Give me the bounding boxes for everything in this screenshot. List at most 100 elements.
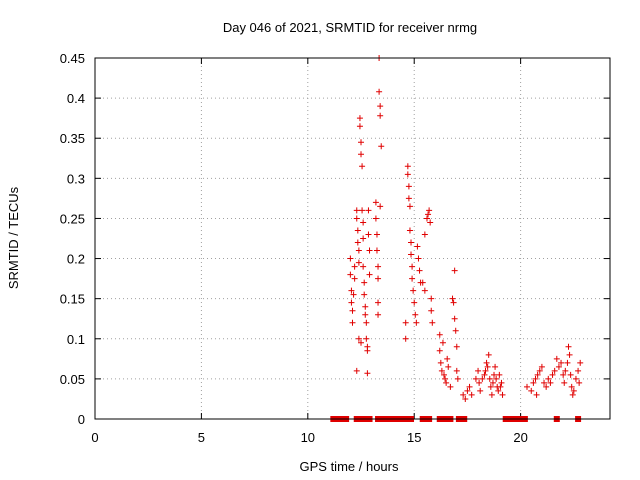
data-point-marker bbox=[437, 359, 444, 366]
data-point-marker bbox=[377, 203, 384, 210]
data-point-marker bbox=[375, 311, 382, 318]
y-axis-label: SRMTID / TECUs bbox=[6, 186, 21, 289]
data-point-marker bbox=[375, 275, 382, 282]
data-point-marker bbox=[452, 327, 459, 334]
data-point-marker bbox=[356, 123, 363, 130]
data-point-marker bbox=[530, 379, 537, 386]
data-point-marker bbox=[350, 291, 357, 298]
data-point-marker bbox=[484, 363, 491, 370]
data-point-marker bbox=[351, 263, 358, 270]
data-point-marker bbox=[362, 303, 369, 310]
data-point-marker bbox=[359, 207, 366, 214]
plot-frame bbox=[94, 57, 611, 420]
data-point-marker bbox=[555, 363, 562, 370]
data-point-marker bbox=[428, 307, 435, 314]
data-point-marker bbox=[365, 207, 372, 214]
data-point-marker bbox=[353, 207, 360, 214]
data-point-marker bbox=[427, 219, 434, 226]
data-point-marker bbox=[409, 275, 416, 282]
data-point-marker bbox=[453, 343, 460, 350]
y-tick-label: 0 bbox=[78, 412, 85, 427]
data-point-marker bbox=[359, 163, 366, 170]
data-point-marker bbox=[376, 88, 383, 95]
x-tick-label: 10 bbox=[301, 430, 315, 445]
data-point-marker bbox=[492, 363, 499, 370]
data-point-marker bbox=[567, 371, 574, 378]
data-point-marker bbox=[439, 339, 446, 346]
data-point-marker bbox=[358, 339, 365, 346]
data-point-marker bbox=[425, 211, 432, 218]
data-point-marker bbox=[358, 139, 365, 146]
data-point-marker bbox=[577, 359, 584, 366]
data-point-marker bbox=[414, 243, 421, 250]
data-point-marker bbox=[485, 351, 492, 358]
data-point-marker bbox=[491, 371, 498, 378]
data-point-marker bbox=[429, 319, 436, 326]
data-point-marker bbox=[377, 112, 384, 119]
y-tick-label: 0.15 bbox=[60, 292, 85, 307]
data-point-marker bbox=[366, 247, 373, 254]
data-point-marker bbox=[454, 375, 461, 382]
data-point-marker bbox=[356, 115, 363, 122]
data-point-marker bbox=[410, 287, 417, 294]
data-point-marker bbox=[477, 387, 484, 394]
data-point-marker bbox=[449, 295, 456, 302]
x-tick-label: 15 bbox=[407, 430, 421, 445]
data-point-marker bbox=[361, 279, 368, 286]
data-point-marker bbox=[566, 351, 573, 358]
data-point-marker bbox=[363, 335, 370, 342]
data-point-marker bbox=[441, 371, 448, 378]
data-point-marker bbox=[561, 379, 568, 386]
data-point-marker bbox=[421, 231, 428, 238]
data-point-marker bbox=[489, 379, 496, 386]
data-point-marker bbox=[364, 370, 371, 377]
data-point-marker bbox=[468, 391, 475, 398]
data-point-marker bbox=[569, 391, 576, 398]
data-point-marker bbox=[423, 215, 430, 222]
data-point-marker bbox=[551, 367, 558, 374]
x-axis-label: GPS time / hours bbox=[300, 459, 399, 474]
data-point-marker bbox=[443, 379, 450, 386]
data-point-marker bbox=[576, 379, 583, 386]
data-point-marker bbox=[533, 391, 540, 398]
data-point-marker bbox=[411, 299, 418, 306]
data-point-marker bbox=[375, 299, 382, 306]
data-point-marker bbox=[421, 287, 428, 294]
data-point-marker bbox=[438, 367, 445, 374]
data-point-marker bbox=[483, 359, 490, 366]
data-point-marker bbox=[408, 239, 415, 246]
data-point-marker bbox=[575, 367, 582, 374]
y-tick-label: 0.35 bbox=[60, 131, 85, 146]
data-point-marker bbox=[358, 151, 365, 158]
data-point-marker bbox=[493, 375, 500, 382]
data-point-marker bbox=[378, 143, 385, 150]
data-point-marker bbox=[444, 355, 451, 362]
data-point-marker bbox=[558, 359, 565, 366]
data-point-marker bbox=[363, 319, 370, 326]
data-points bbox=[330, 55, 584, 422]
data-point-marker bbox=[487, 383, 494, 390]
data-point-marker bbox=[409, 263, 416, 270]
data-point-marker bbox=[353, 215, 360, 222]
data-point-marker bbox=[553, 355, 560, 362]
data-point-marker bbox=[426, 207, 433, 214]
data-point-marker bbox=[464, 387, 471, 394]
data-point-marker bbox=[450, 299, 457, 306]
data-point-marker bbox=[476, 379, 483, 386]
data-point-marker bbox=[354, 239, 361, 246]
data-point-marker bbox=[404, 163, 411, 170]
data-point-marker bbox=[360, 263, 367, 270]
data-point-marker bbox=[428, 295, 435, 302]
data-point-marker bbox=[562, 367, 569, 374]
y-tick-label: 0.05 bbox=[60, 372, 85, 387]
data-point-marker bbox=[565, 343, 572, 350]
data-point-marker bbox=[413, 319, 420, 326]
chart-title: Day 046 of 2021, SRMTID for receiver nrm… bbox=[223, 20, 477, 35]
data-point-marker bbox=[499, 391, 506, 398]
data-point-marker bbox=[496, 371, 503, 378]
data-point-marker bbox=[482, 367, 489, 374]
y-tick-label: 0.25 bbox=[60, 211, 85, 226]
data-point-marker bbox=[460, 391, 467, 398]
data-point-marker bbox=[532, 375, 539, 382]
data-point-marker bbox=[404, 171, 411, 178]
